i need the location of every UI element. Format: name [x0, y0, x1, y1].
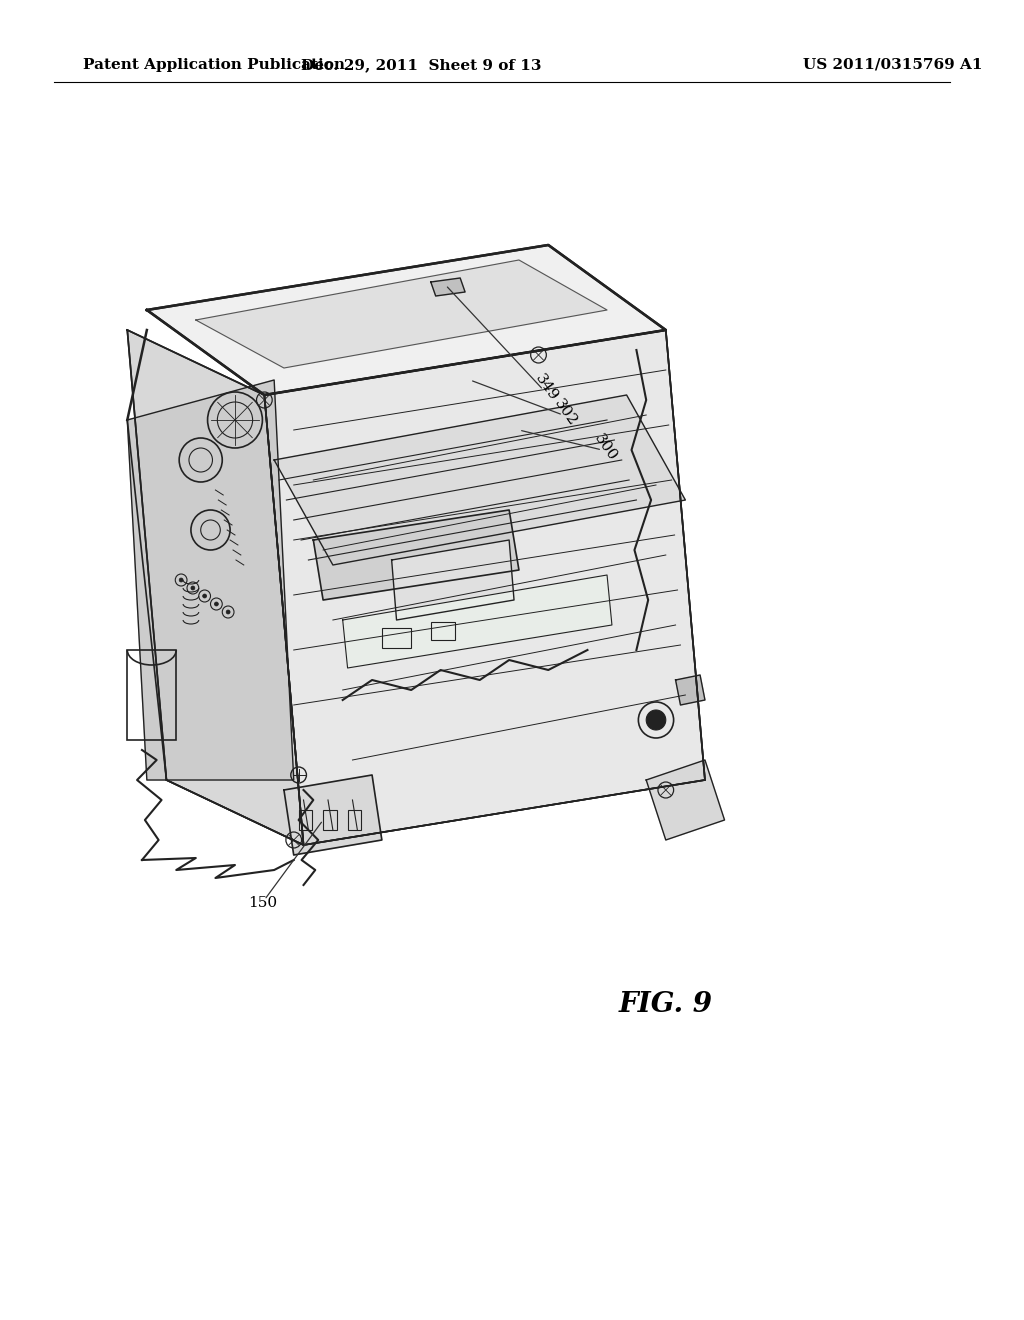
Circle shape: [190, 586, 195, 590]
Text: 349: 349: [532, 372, 560, 404]
Circle shape: [646, 710, 666, 730]
Text: Dec. 29, 2011  Sheet 9 of 13: Dec. 29, 2011 Sheet 9 of 13: [301, 58, 542, 73]
Polygon shape: [274, 395, 685, 565]
Bar: [299, 810, 312, 830]
Circle shape: [226, 610, 230, 614]
Polygon shape: [391, 540, 514, 620]
Text: 300: 300: [591, 432, 620, 463]
Text: Patent Application Publication: Patent Application Publication: [83, 58, 345, 73]
Text: US 2011/0315769 A1: US 2011/0315769 A1: [803, 58, 982, 73]
Polygon shape: [127, 380, 294, 780]
Bar: [127, 649, 176, 741]
Polygon shape: [646, 760, 725, 840]
Bar: [431, 622, 456, 640]
Text: FIG. 9: FIG. 9: [618, 991, 713, 1019]
Polygon shape: [264, 330, 705, 845]
Polygon shape: [284, 775, 382, 855]
Polygon shape: [146, 246, 666, 395]
Polygon shape: [676, 675, 705, 705]
Polygon shape: [313, 510, 519, 601]
Circle shape: [214, 602, 218, 606]
Text: 302: 302: [552, 397, 580, 429]
Polygon shape: [127, 330, 303, 845]
Circle shape: [179, 578, 183, 582]
Text: 150: 150: [248, 896, 276, 909]
Bar: [347, 810, 361, 830]
Polygon shape: [196, 260, 607, 368]
Circle shape: [203, 594, 207, 598]
Polygon shape: [431, 279, 465, 296]
Bar: [324, 810, 337, 830]
Polygon shape: [343, 576, 612, 668]
Bar: [382, 628, 412, 648]
